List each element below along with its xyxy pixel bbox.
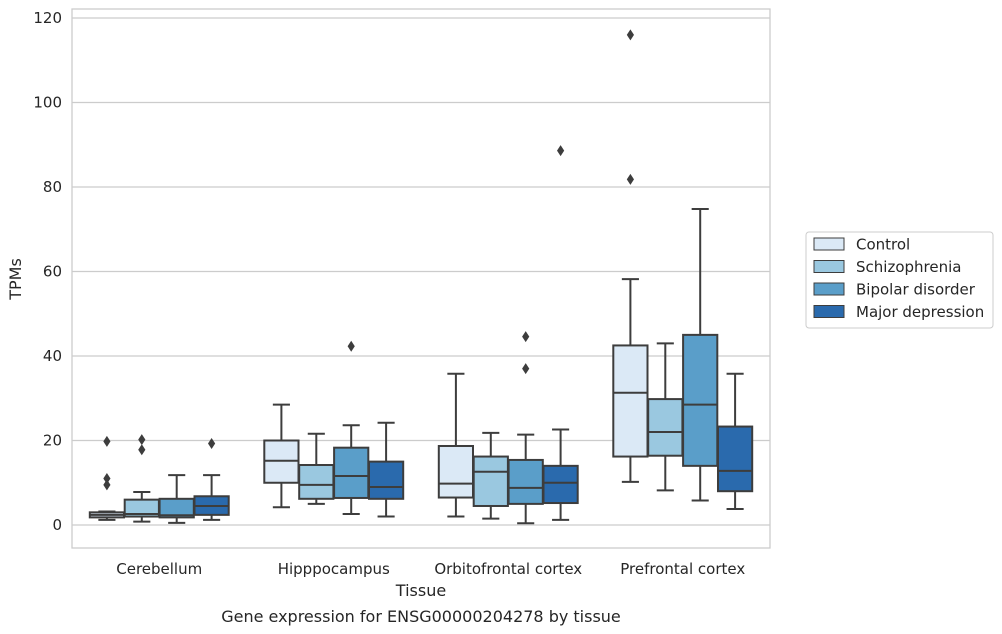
box-iqr bbox=[716, 425, 754, 493]
legend-swatch bbox=[813, 260, 845, 273]
box-2-2 bbox=[507, 331, 544, 525]
outlier-point bbox=[626, 29, 634, 41]
legend-swatch bbox=[813, 305, 845, 318]
legend-frame bbox=[805, 231, 994, 329]
box-1-0 bbox=[123, 434, 160, 523]
x-axis-ticks: Cerebellum Hipppocampus Orbitofrontal cort… bbox=[116, 560, 745, 578]
box-iqr bbox=[437, 444, 475, 499]
outlier-point bbox=[103, 479, 111, 491]
x-tick-label: Orbitofrontal cortex bbox=[434, 560, 582, 578]
plot-area-background bbox=[72, 9, 770, 548]
y-tick-label: 80 bbox=[43, 178, 62, 196]
y-tick-label: 20 bbox=[43, 432, 62, 450]
grid-lines bbox=[72, 17, 770, 526]
box-2-0 bbox=[158, 474, 195, 524]
outlier-point bbox=[138, 434, 146, 446]
x-tick-label: Cerebellum bbox=[116, 560, 202, 578]
outlier-point bbox=[522, 331, 530, 343]
box-iqr bbox=[682, 333, 719, 467]
outlier-point bbox=[522, 363, 530, 375]
legend-swatch bbox=[813, 237, 845, 251]
box-iqr bbox=[507, 458, 544, 505]
legend: Control Schizophrenia Bipolar disorder Majo… bbox=[805, 231, 994, 329]
x-axis-title: Tissue bbox=[395, 581, 446, 600]
y-axis-title: TPMs bbox=[6, 258, 25, 301]
box-3-1 bbox=[367, 421, 405, 518]
y-axis-ticks: 0 20 40 60 80 100 120 bbox=[33, 9, 62, 534]
box-3-3 bbox=[716, 372, 754, 510]
box-1-3 bbox=[647, 342, 684, 492]
box-3-0 bbox=[193, 437, 230, 521]
legend-swatch bbox=[813, 282, 845, 296]
box-iqr bbox=[612, 344, 649, 458]
box-iqr bbox=[647, 398, 684, 457]
legend-label: Schizophrenia bbox=[856, 258, 961, 276]
y-tick-label: 120 bbox=[33, 9, 62, 27]
y-tick-label: 60 bbox=[43, 263, 62, 281]
outlier-point bbox=[557, 145, 565, 157]
box-0-3 bbox=[612, 29, 649, 483]
box-iqr bbox=[472, 455, 509, 507]
box-2-3 bbox=[682, 207, 719, 502]
box-groups bbox=[88, 29, 754, 525]
plot-frame bbox=[71, 8, 771, 549]
box-1-1 bbox=[298, 432, 335, 505]
outlier-point bbox=[626, 173, 634, 185]
x-tick-label: Prefrontal cortex bbox=[620, 560, 745, 578]
legend-label: Bipolar disorder bbox=[856, 281, 976, 299]
y-tick-label: 100 bbox=[33, 94, 62, 112]
outlier-point bbox=[103, 435, 111, 447]
y-tick-label: 0 bbox=[52, 516, 62, 534]
outlier-point bbox=[208, 437, 216, 449]
box-iqr bbox=[298, 464, 335, 500]
outlier-point bbox=[347, 340, 355, 352]
box-iqr bbox=[542, 464, 579, 505]
legend-label: Major depression bbox=[856, 303, 984, 321]
box-3-2 bbox=[542, 145, 579, 521]
outlier-point bbox=[103, 473, 111, 485]
box-0-1 bbox=[263, 403, 300, 509]
y-tick-label: 40 bbox=[43, 347, 62, 365]
x-tick-label: Hipppocampus bbox=[278, 560, 390, 578]
box-1-2 bbox=[472, 431, 509, 520]
legend-label: Control bbox=[856, 236, 910, 254]
box-0-0 bbox=[88, 435, 126, 521]
box-0-2 bbox=[437, 372, 475, 518]
box-iqr bbox=[367, 460, 405, 500]
box-iqr bbox=[333, 446, 370, 499]
chart-caption: Gene expression for ENSG00000204278 by t… bbox=[221, 607, 621, 626]
outlier-point bbox=[138, 444, 146, 456]
